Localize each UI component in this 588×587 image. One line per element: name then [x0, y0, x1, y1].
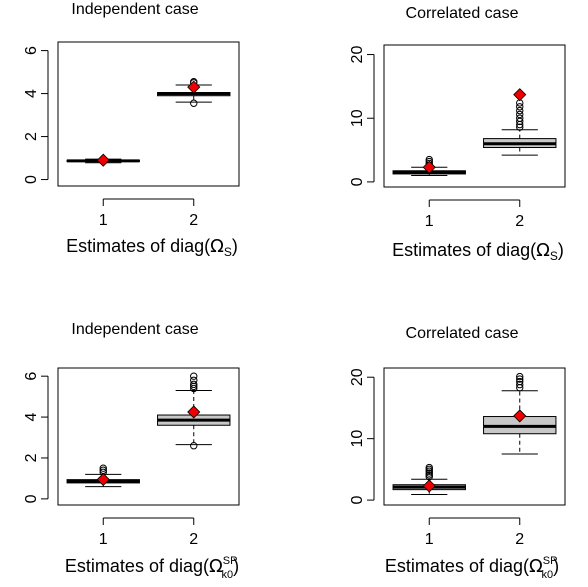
mean-marker: [513, 88, 527, 102]
panel-4: Correlated case Estimates of diag(ΩSP k0)…: [349, 325, 566, 581]
x-tick-label: 2: [189, 531, 198, 548]
x-tick-label: 2: [189, 212, 198, 229]
plot-frame: [383, 44, 566, 188]
x-axis-label: Estimates of diag(ΩSP k0): [385, 555, 559, 581]
panel-2: Correlated case Estimates of diag(ΩS) 0 1…: [349, 5, 566, 263]
outlier-point: [516, 377, 524, 386]
y-tick-label: 0: [349, 496, 366, 505]
y-tick-label: 2: [23, 453, 40, 462]
y-tick-label: 0: [23, 494, 40, 503]
outlier-point: [516, 106, 524, 115]
outlier-point: [190, 372, 198, 380]
x-tick-label: 1: [99, 531, 108, 548]
panel-title: Correlated case: [406, 325, 519, 342]
y-tick-label: 6: [23, 46, 40, 55]
y-tick-label: 2: [23, 132, 40, 141]
outlier-point: [190, 380, 198, 389]
x-tick-label: 1: [425, 213, 434, 230]
x-axis-label: Estimates of diag(ΩSP k0): [65, 555, 239, 581]
y-tick-label: 10: [349, 430, 366, 448]
y-tick-label: 6: [23, 372, 40, 381]
y-tick-label: 0: [23, 175, 40, 184]
outlier-point: [425, 463, 433, 472]
outlier-point: [516, 372, 524, 381]
y-tick-label: 10: [349, 109, 366, 127]
outlier-point: [190, 99, 198, 107]
x-tick-label: 2: [515, 531, 524, 548]
mean-marker: [96, 472, 110, 487]
mean-marker: [187, 80, 201, 94]
y-tick-label: 20: [349, 368, 366, 386]
outlier-point: [516, 103, 524, 111]
plot-frame: [57, 41, 240, 187]
outlier-point: [190, 442, 198, 450]
x-axis-label: Estimates of diag(ΩS): [66, 236, 238, 259]
outlier-point: [190, 376, 198, 384]
panel-title: Independent case: [71, 321, 198, 338]
x-tick-label: 2: [515, 213, 524, 230]
x-tick-label: 1: [99, 212, 108, 229]
outlier-point: [516, 110, 524, 119]
panel-title: Correlated case: [406, 5, 519, 22]
plot-frame: [57, 367, 240, 506]
outlier-point: [516, 123, 524, 131]
panel-3: Independent case Estimates of diag(ΩSP k0…: [23, 321, 240, 581]
mean-marker: [422, 479, 436, 493]
mean-marker: [187, 405, 201, 419]
outlier-point: [516, 117, 524, 126]
x-tick-label: 1: [425, 531, 434, 548]
mean-marker: [422, 160, 436, 174]
y-tick-label: 4: [23, 413, 40, 422]
y-tick-label: 4: [23, 89, 40, 98]
y-tick-label: 0: [349, 177, 366, 186]
y-tick-label: 20: [349, 46, 366, 64]
outlier-point: [516, 380, 524, 389]
outlier-point: [516, 114, 524, 122]
outlier-point: [190, 384, 198, 393]
mean-marker: [513, 409, 527, 423]
plot-frame: [383, 367, 566, 506]
panel-title: Independent case: [71, 1, 198, 18]
panel-1: Independent case Estimates of diag(ΩS) 0…: [23, 1, 240, 259]
outlier-point: [516, 375, 524, 383]
mean-marker: [96, 153, 110, 167]
outlier-point: [99, 464, 107, 472]
x-axis-label: Estimates of diag(ΩS): [392, 240, 564, 263]
